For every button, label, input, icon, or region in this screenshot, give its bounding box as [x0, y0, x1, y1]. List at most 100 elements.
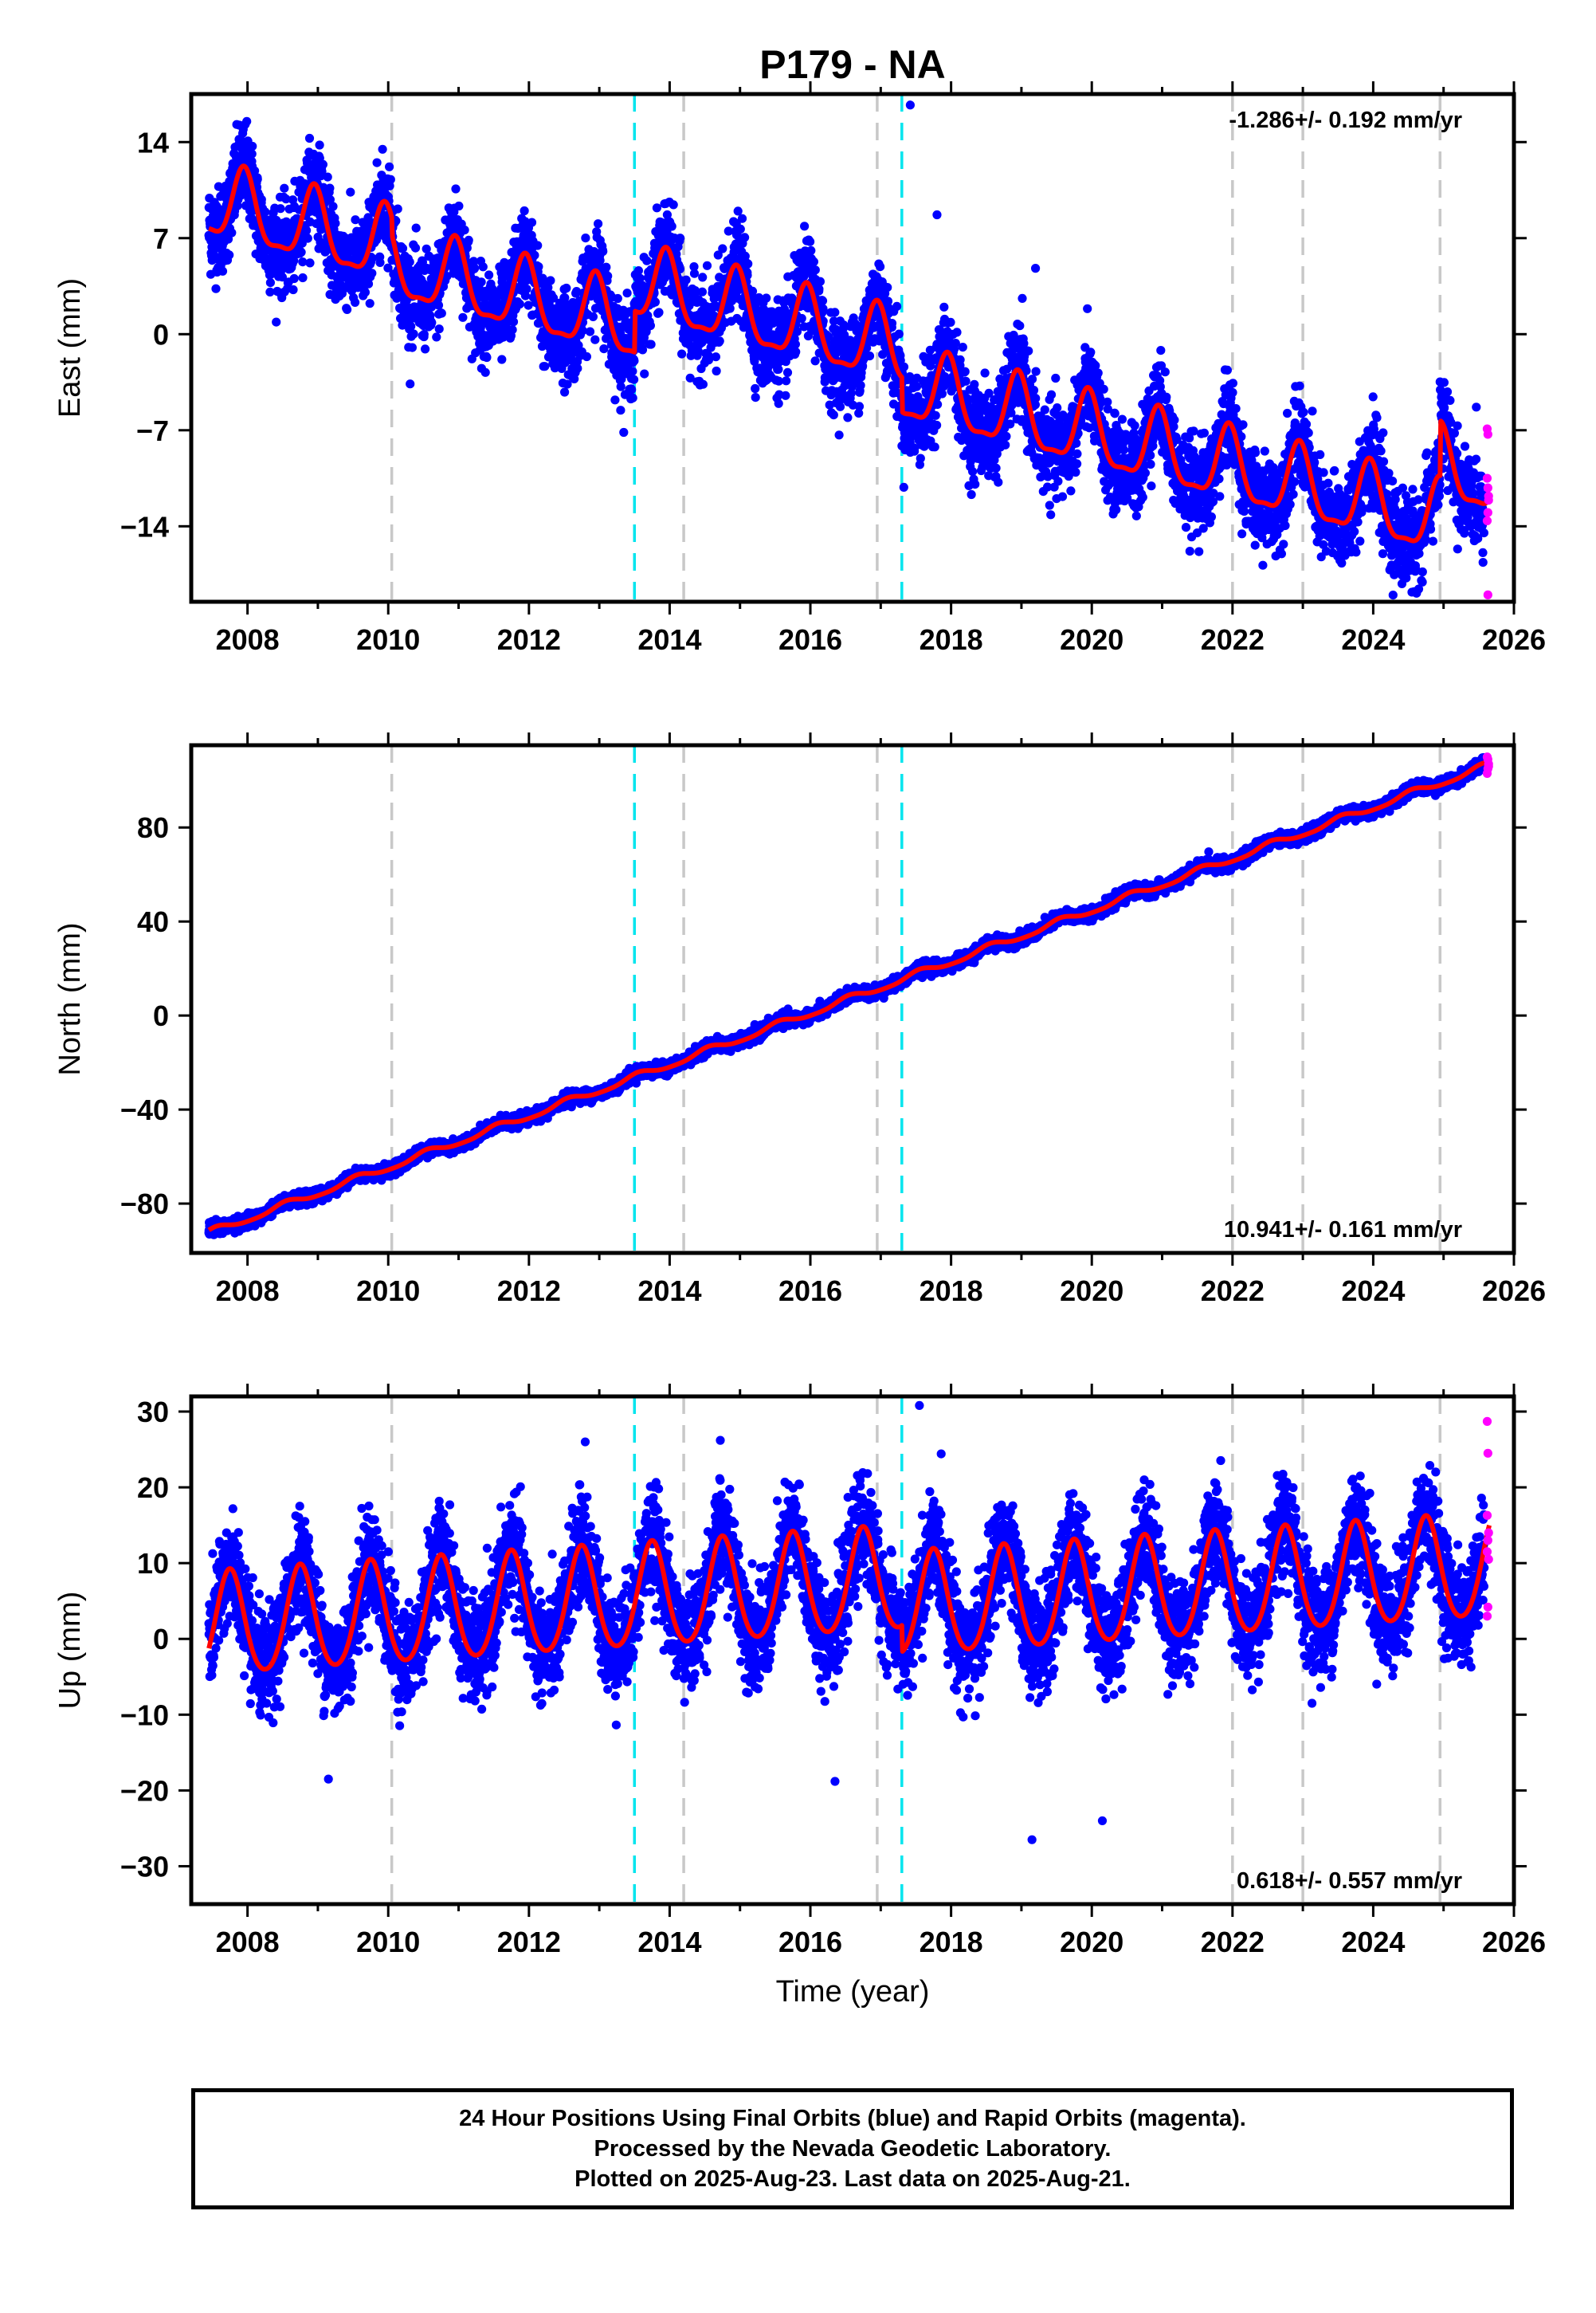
east-final-point [1160, 367, 1170, 377]
east-final-point [697, 287, 708, 296]
east-final-point [325, 183, 335, 193]
east-final-point [627, 385, 637, 395]
east-final-point [652, 203, 662, 213]
east-final-point [257, 194, 266, 204]
east-final-point [410, 243, 421, 253]
east-final-point [573, 363, 582, 373]
east-final-point [930, 442, 939, 452]
chart-title: P179 - NA [759, 42, 945, 87]
east-final-point [432, 332, 441, 342]
east-final-point [610, 395, 620, 405]
east-final-point [980, 368, 990, 378]
east-final-point [1130, 421, 1139, 430]
east-final-point [892, 301, 902, 311]
east-final-point [669, 200, 678, 210]
east-final-point [751, 383, 760, 394]
east-final-point [963, 394, 973, 404]
east-final-point [1162, 392, 1171, 402]
east-final-point [484, 270, 494, 280]
east-final-point [899, 362, 909, 371]
east-final-point [774, 399, 783, 408]
east-final-point [315, 140, 324, 150]
east-final-point [303, 234, 312, 243]
east-final-point [818, 304, 828, 313]
east-final-point [247, 149, 257, 159]
east-final-point [702, 261, 712, 270]
east-final-point [458, 312, 468, 322]
east-final-point [385, 162, 394, 171]
east-final-point [1002, 431, 1011, 442]
east-final-point [1029, 386, 1039, 395]
east-final-point [393, 204, 402, 214]
east-final-point [1140, 468, 1150, 478]
east-final-point [409, 329, 418, 339]
east-final-point [1046, 510, 1056, 520]
east-final-point [743, 259, 753, 269]
east-final-point [1040, 405, 1049, 414]
east-final-point [1045, 501, 1054, 510]
east-final-point [971, 480, 980, 489]
east-final-point [1027, 375, 1037, 384]
east-final-point [1051, 373, 1061, 383]
east-final-point [1147, 481, 1156, 491]
east-final-point [958, 343, 967, 352]
east-final-point [280, 183, 289, 193]
east-final-point [296, 247, 306, 257]
east-final-point [304, 133, 315, 143]
east-final-point [834, 430, 844, 440]
east-final-point [421, 344, 430, 354]
east-final-point [810, 356, 820, 366]
east-final-point [582, 351, 592, 362]
east-final-point [800, 222, 810, 231]
east-final-point [437, 308, 446, 318]
east-final-point [1119, 445, 1128, 455]
east-final-point [654, 308, 664, 317]
east-final-point [676, 234, 685, 243]
east-final-point [937, 389, 947, 399]
east-final-point [718, 244, 727, 253]
east-final-point [619, 427, 629, 438]
east-final-point [386, 175, 395, 184]
east-final-point [1031, 367, 1041, 376]
east-final-point [689, 269, 700, 278]
east-final-point [590, 335, 600, 344]
east-final-point [598, 246, 608, 256]
east-final-point [1053, 477, 1063, 486]
east-final-point [1031, 394, 1041, 403]
east-final-point [464, 235, 473, 245]
east-final-point [791, 347, 801, 357]
east-final-point [276, 204, 285, 214]
east-final-point [782, 367, 793, 377]
east-final-point [856, 380, 865, 391]
east-final-point [814, 285, 824, 294]
east-final-point [1146, 459, 1155, 469]
east-final-point [1057, 492, 1068, 501]
east-final-point [305, 258, 315, 268]
east-final-point [939, 302, 949, 312]
east-final-point [325, 194, 335, 205]
east-final-point [810, 265, 820, 275]
east-final-point [698, 273, 708, 282]
east-final-point [451, 184, 461, 194]
east-final-point [508, 325, 517, 335]
east-final-point [317, 167, 327, 176]
east-panel: 2008 2010 2012 2014 2016 2018 2020 2022 2024 2026… [53, 81, 1546, 656]
east-final-point [343, 304, 352, 314]
east-final-point [363, 279, 374, 289]
east-final-point [318, 159, 327, 169]
east-final-point [351, 297, 360, 307]
east-final-point [454, 201, 464, 211]
east-final-point [546, 276, 555, 285]
east-final-point [640, 369, 649, 379]
east-final-point [1117, 414, 1127, 424]
east-final-point [1066, 486, 1076, 496]
east-final-point [406, 379, 415, 389]
east-final-point [790, 340, 801, 349]
east-final-point [214, 182, 223, 191]
east-final-point [595, 256, 605, 265]
east-final-point [762, 293, 771, 303]
east-final-point [622, 289, 632, 298]
east-final-point [883, 283, 892, 293]
east-final-point [667, 222, 676, 231]
